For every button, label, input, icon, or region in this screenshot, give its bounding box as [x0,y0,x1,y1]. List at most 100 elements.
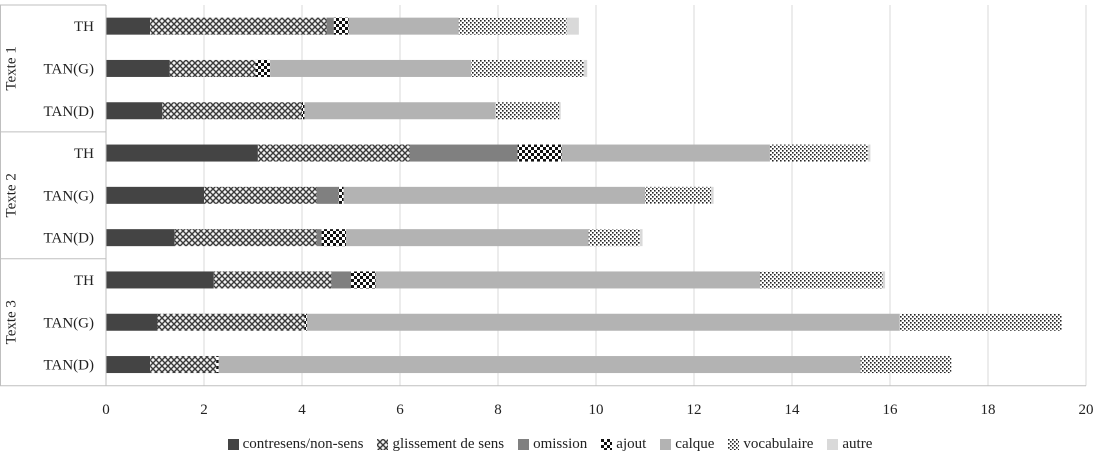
legend-item: autre [827,436,872,453]
category-label: TAN(G) [44,61,94,77]
bar-segment-autre [711,186,714,204]
legend-item: contresens/non-sens [227,435,364,453]
bar-segment-calque [270,59,472,77]
bar-segment-vocabulaire [760,271,883,289]
bar-segment-contresens-non-sens [106,271,214,289]
bar-segment-glissement-de-sens [162,102,302,120]
bar-segment-ajout [216,356,219,374]
bar-segment-contresens-non-sens [106,17,151,35]
bar-segment-ajout [338,186,344,204]
bar-segment-glissement-de-sens [150,17,327,35]
bar-segment-calque [375,271,761,289]
legend-label: autre [842,435,873,452]
bar-segment-glissement-de-sens [157,313,305,331]
bar-segment-contresens-non-sens [106,59,170,77]
group-label: Texte 3 [3,300,19,344]
bar-segment-ajout [333,17,349,35]
bar-segment-calque [561,144,770,162]
bar-segment-omission [326,17,334,35]
legend-item: glissement de sens [377,436,504,453]
bar-segment-contresens-non-sens [106,356,151,374]
bar-segment-contresens-non-sens [106,229,175,247]
legend: contresens/non-sens glissement de sens omi… [0,434,1100,454]
x-tick-label: 14 [785,402,801,418]
bar-segment-omission [331,271,351,289]
bar-segment-glissement-de-sens [150,356,217,374]
x-tick-label: 0 [102,402,110,418]
bar-segment-autre [583,59,588,77]
bar-segment-calque [306,313,900,331]
legend-swatch [227,438,239,450]
category-label: TAN(G) [44,315,94,331]
bar-segment-ajout [255,59,271,77]
x-tick-label: 20 [1079,402,1094,418]
legend-swatch [660,438,672,450]
bar-segment-vocabulaire [645,186,712,204]
bar-segment-vocabulaire [471,59,584,77]
bar-segment-omission [409,144,518,162]
bar-segment-calque [346,229,589,247]
legend-item: ajout [601,436,646,453]
legend-item: omission [518,436,587,453]
bar-segment-glissement-de-sens [169,59,256,77]
legend-label: contresens/non-sens [242,435,364,452]
legend-label: ajout [616,435,647,452]
bar-segment-glissement-de-sens [213,271,332,289]
category-label: TAN(D) [44,358,94,374]
bar-segment-vocabulaire [899,313,1062,331]
x-tick-label: 2 [200,402,208,418]
bar-segment-autre [867,144,871,162]
group-label: Texte 1 [3,46,19,90]
legend-label: omission [533,435,588,452]
bar-segment-ajout [517,144,562,162]
bar-segment-contresens-non-sens [106,313,158,331]
bar-segment-autre [566,17,579,35]
bar-segment-contresens-non-sens [106,144,258,162]
bar-segment-vocabulaire [769,144,868,162]
bar-segment-vocabulaire [860,356,952,374]
x-tick-label: 4 [298,402,306,418]
bar-segment-autre [882,271,886,289]
bar-segment-calque [343,186,645,204]
legend-label: calque [675,435,715,452]
group-label: Texte 2 [3,173,19,217]
bar-segment-contresens-non-sens [106,102,163,120]
bar-segment-contresens-non-sens [106,186,204,204]
x-tick-label: 18 [981,402,996,418]
bar-segment-autre [640,229,643,247]
bar-segment-ajout [321,229,347,247]
bar-segment-glissement-de-sens [174,229,317,247]
axes: 0 2 4 6 8 10 12 14 16 18 20 Texte 1 TH TAN(G) TAN(D) Te… [0,4,1094,418]
x-tick-label: 12 [687,402,702,418]
bar-segment-omission [316,229,322,247]
category-label: TAN(D) [44,104,94,120]
legend-swatch [377,438,389,450]
bar-segment-vocabulaire [495,102,560,120]
legend-swatch [728,438,740,450]
bar-segment-calque [218,356,861,374]
x-tick-label: 8 [494,402,502,418]
bar-segment-calque [348,17,459,35]
category-label: TH [74,146,94,162]
legend-label: glissement de sens [392,435,505,452]
x-tick-label: 10 [589,402,604,418]
bar-segment-vocabulaire [588,229,641,247]
bar-segment-ajout [351,271,376,289]
legend-swatch [827,438,839,450]
x-tick-label: 16 [883,402,899,418]
legend-swatch [601,438,613,450]
bar-segment-vocabulaire [458,17,567,35]
legend-item: calque [660,436,714,453]
bar-segment-calque [304,102,496,120]
legend-label: vocabulaire [743,435,814,452]
legend-swatch [518,438,530,450]
bars [106,17,1062,374]
category-label: TH [74,19,94,35]
bar-segment-omission [316,186,339,204]
bar-segment-autre [559,102,561,120]
bar-segment-ajout [304,313,307,331]
x-tick-label: 6 [396,402,404,418]
legend-item: vocabulaire [728,436,813,453]
category-label: TH [74,273,94,289]
